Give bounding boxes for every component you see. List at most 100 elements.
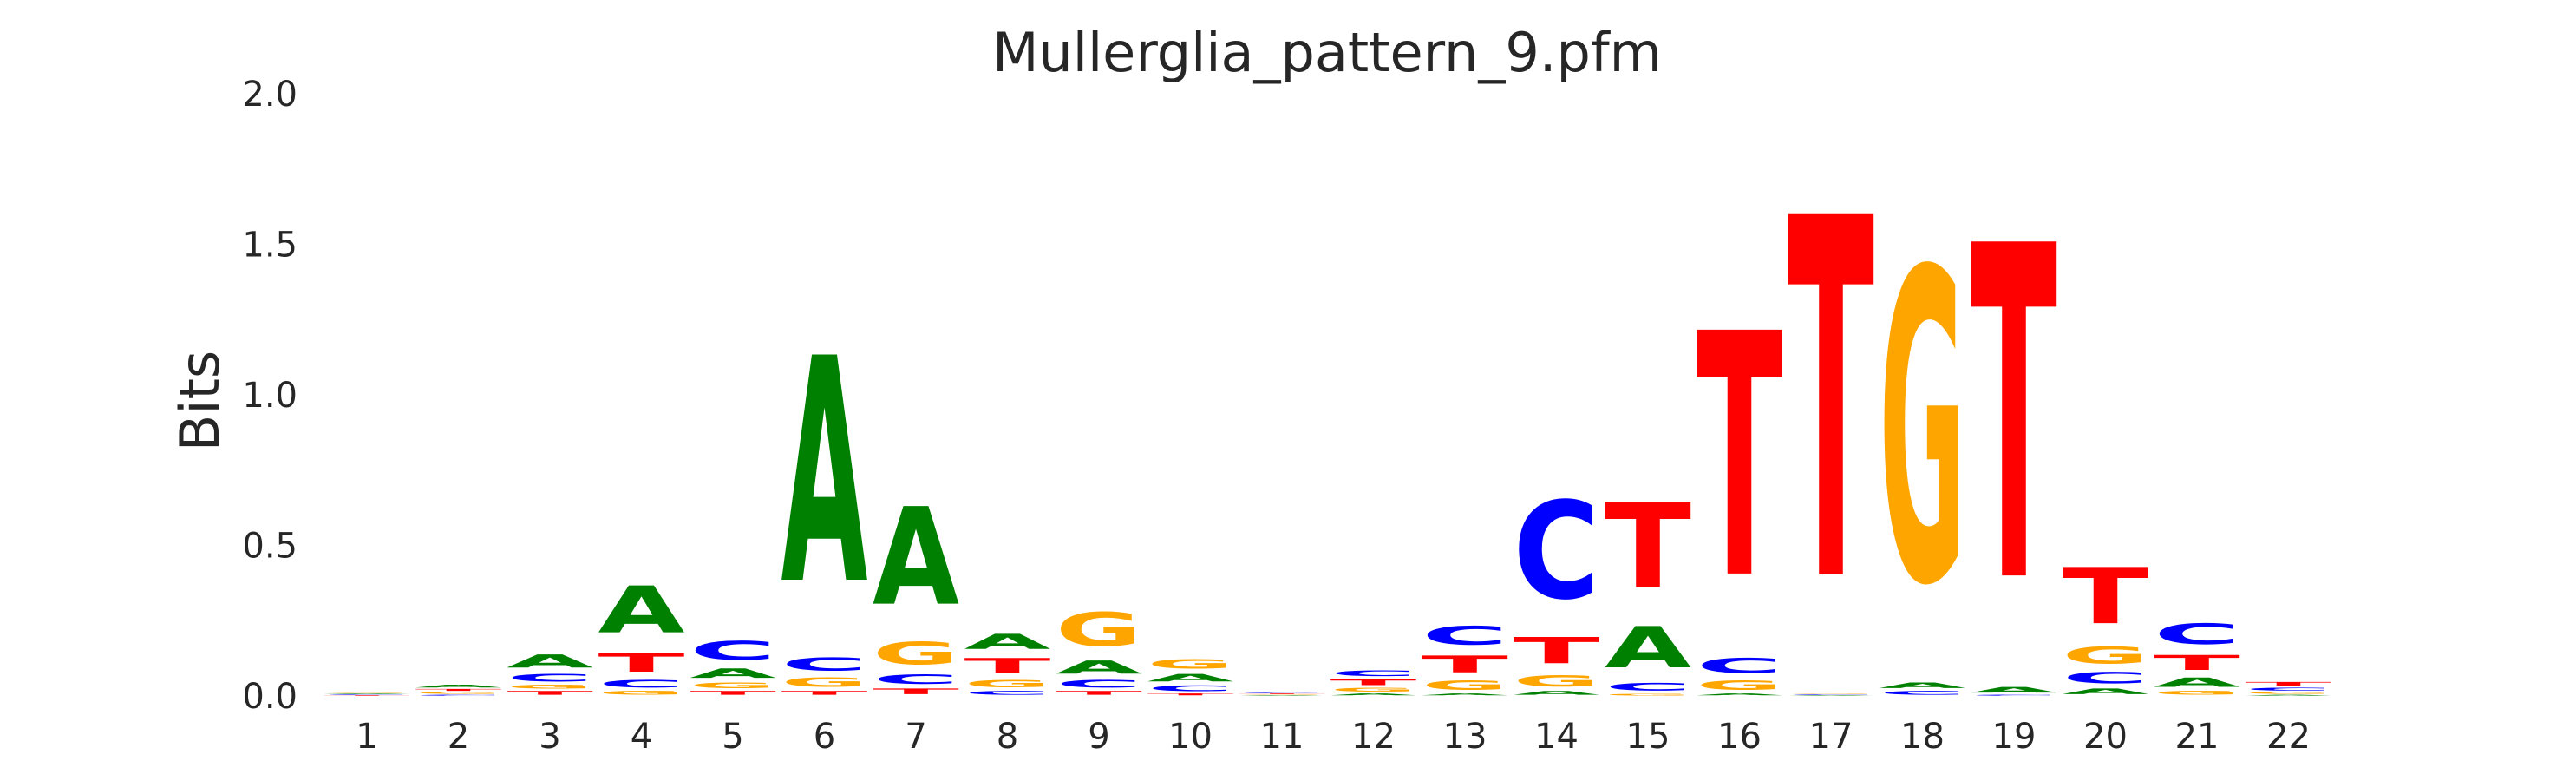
- y-axis-ticks: 0.0 0.5 1.0 1.5 2.0: [242, 75, 297, 717]
- logo-glyph-C: C: [781, 654, 868, 675]
- y-tick-label: 0.5: [242, 527, 297, 567]
- logo-glyph-T: T: [598, 648, 685, 678]
- logo-glyph-C: C: [1422, 620, 1508, 651]
- logo-glyph-T: T: [873, 687, 959, 696]
- x-tick-label: 16: [1717, 717, 1762, 757]
- logo-glyph-G: G: [2154, 690, 2240, 696]
- logo-glyph-A: A: [1514, 690, 1600, 696]
- x-tick-label: 9: [1088, 717, 1109, 757]
- x-tick-label: 7: [905, 717, 926, 757]
- logo-glyph-G: G: [1697, 678, 1783, 692]
- logo-glyph-A: A: [1971, 686, 2057, 694]
- x-tick-label: 5: [722, 717, 743, 757]
- logo-glyph-G: G: [964, 678, 1051, 690]
- logo-glyph-C: C: [1330, 669, 1417, 678]
- logo-glyph-G: G: [2063, 642, 2149, 669]
- logo-glyph-T: T: [1697, 263, 1784, 653]
- logo-glyph-C: C: [2063, 669, 2149, 687]
- x-tick-label: 2: [448, 717, 469, 757]
- logo-glyph-C: C: [2246, 687, 2332, 692]
- y-tick-label: 1.5: [242, 226, 297, 266]
- logo-glyph-G: G: [690, 681, 776, 690]
- logo-glyph-T: T: [690, 690, 776, 696]
- x-tick-label: 22: [2266, 717, 2311, 757]
- logo-glyph-G: G: [1056, 603, 1142, 657]
- logo-glyph-T: T: [507, 690, 593, 696]
- logo-glyph-C: C: [1971, 694, 2057, 696]
- x-axis-ticks: 1 2 3 4 5 6 7 8 9 10 11 12 13 14 15 16 17 18 19 20 21 22: [356, 717, 2311, 757]
- logo-glyph-A: A: [1239, 695, 1325, 696]
- logo-glyph-G: G: [1514, 672, 1600, 690]
- logo-glyph-A: A: [1697, 693, 1783, 696]
- logo-glyph-C: C: [2154, 618, 2240, 651]
- logo-glyph-A: A: [964, 630, 1051, 654]
- logo-glyph-T: T: [964, 654, 1052, 679]
- logo-glyphs: TCAGCGTATGCAGCTATGACTGCATCGACGTATCAGTCAG…: [324, 117, 2332, 696]
- logo-glyph-A: A: [2063, 687, 2149, 696]
- x-tick-label: 15: [1626, 717, 1670, 757]
- x-tick-label: 19: [1992, 717, 2037, 757]
- logo-glyph-G: G: [324, 692, 410, 693]
- logo-glyph-A: A: [2154, 675, 2240, 690]
- logo-glyph-T: T: [1330, 678, 1417, 686]
- logo-glyph-T: T: [2154, 651, 2241, 675]
- y-tick-label: 0.0: [242, 677, 297, 717]
- logo-glyph-C: C: [324, 694, 410, 695]
- logo-glyph-A: A: [1880, 681, 1966, 690]
- logo-glyph-A: A: [598, 573, 685, 648]
- logo-glyph-T: T: [415, 688, 502, 691]
- x-tick-label: 4: [631, 717, 652, 757]
- x-tick-label: 17: [1809, 717, 1854, 757]
- logo-glyph-C: C: [1147, 684, 1234, 692]
- logo-glyph-G: G: [1422, 678, 1508, 692]
- logo-glyph-A: A: [415, 684, 502, 688]
- x-tick-label: 12: [1351, 717, 1396, 757]
- logo-glyph-G: G: [1605, 693, 1691, 696]
- logo-glyph-C: C: [690, 636, 776, 666]
- logo-glyph-A: A: [507, 651, 594, 672]
- logo-glyph-T: T: [1971, 151, 2058, 685]
- logo-glyph-A: A: [1147, 672, 1234, 684]
- logo-glyph-C: C: [598, 678, 685, 690]
- logo-glyph-C: C: [1056, 678, 1142, 690]
- x-tick-label: 11: [1260, 717, 1304, 757]
- logo-glyph-T: T: [1147, 693, 1234, 696]
- logo-glyph-A: A: [1056, 657, 1143, 678]
- logo-glyph-A: A: [690, 666, 776, 680]
- logo-glyph-A: A: [781, 293, 869, 653]
- logo-glyph-G: G: [1330, 687, 1417, 693]
- logo-glyph-T: T: [1422, 651, 1508, 678]
- y-tick-label: 2.0: [242, 75, 297, 115]
- logo-glyph-T: T: [1514, 630, 1600, 672]
- chart-title: Mullerglia_pattern_9.pfm: [992, 21, 1662, 84]
- logo-glyph-T: T: [2246, 681, 2332, 687]
- logo-glyph-G: G: [2246, 692, 2332, 694]
- logo-glyph-C: C: [415, 694, 502, 696]
- logo-glyph-A: A: [1330, 693, 1417, 696]
- x-tick-label: 21: [2175, 717, 2220, 757]
- y-tick-label: 1.0: [242, 376, 297, 416]
- logo-glyph-A: A: [1605, 615, 1691, 681]
- logo-glyph-A: A: [873, 479, 959, 635]
- logo-glyph-G: G: [1788, 693, 1874, 694]
- logo-glyph-C: C: [964, 690, 1051, 696]
- logo-glyph-C: C: [1788, 694, 1874, 695]
- logo-glyph-T: T: [324, 695, 410, 696]
- logo-glyph-A: A: [1422, 693, 1508, 696]
- x-tick-label: 6: [814, 717, 835, 757]
- logo-glyph-C: C: [1880, 690, 1966, 696]
- y-axis-label: Bits: [168, 351, 232, 451]
- x-tick-label: 10: [1168, 717, 1213, 757]
- x-tick-label: 20: [2083, 717, 2128, 757]
- logo-glyph-T: T: [1239, 693, 1325, 694]
- logo-glyph-C: C: [1514, 475, 1600, 630]
- x-tick-label: 3: [539, 717, 560, 757]
- logo-glyph-T: T: [2063, 551, 2149, 641]
- logo-glyph-G: G: [781, 675, 868, 690]
- logo-glyph-T: T: [781, 690, 868, 696]
- logo-glyph-G: G: [1880, 181, 1966, 679]
- logo-glyph-C: C: [1605, 681, 1691, 693]
- logo-glyph-C: C: [507, 672, 593, 684]
- x-tick-label: 13: [1443, 717, 1487, 757]
- logo-glyph-A: A: [324, 693, 410, 694]
